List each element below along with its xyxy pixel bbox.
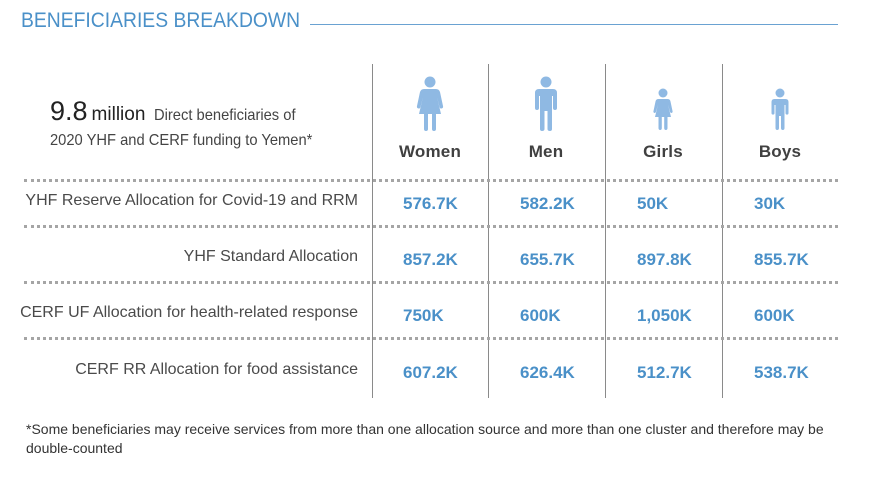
summary-number: 9.8 [50,96,88,126]
column-header-girls: Girls [605,76,721,161]
row-separator [24,179,838,182]
column-label: Boys [758,142,802,161]
cell-boys: 600K [754,306,795,325]
column-divider [488,64,489,398]
title-rule [310,24,838,25]
cell-women: 607.2K [403,363,458,382]
cell-girls: 1,050K [637,306,692,325]
cell-women: 750K [403,306,444,325]
summary-label-line2: 2020 YHF and CERF funding to Yemen* [50,132,313,149]
row-label-cerf-uf: CERF UF Allocation for health-related re… [20,304,358,321]
row-label-cerf-rr: CERF RR Allocation for food assistance [75,361,358,378]
row-separator [24,337,838,340]
cell-girls: 50K [637,194,669,213]
column-divider [372,64,373,398]
boy-icon [771,88,789,130]
column-divider [722,64,723,398]
row-label-yhf-reserve: YHF Reserve Allocation for Covid-19 and … [25,192,358,209]
cell-girls: 897.8K [637,250,692,269]
cell-boys: 538.7K [754,363,809,382]
footnote: *Some beneficiaries may receive services… [26,421,824,456]
cell-women: 857.2K [403,250,458,269]
girl-icon [653,88,673,130]
column-header-women: Women [372,76,488,161]
cell-men: 655.7K [520,250,575,269]
row-separator [24,281,838,284]
column-label: Girls [643,142,683,161]
summary-unit: million [91,104,146,125]
cell-men: 582.2K [520,194,575,213]
page-title: BENEFICIARIES BREAKDOWN [21,9,301,32]
cell-girls: 512.7K [637,363,692,382]
man-icon [535,76,557,131]
row-label-yhf-standard: YHF Standard Allocation [183,248,358,265]
column-header-boys: Boys [722,76,838,161]
woman-icon [416,76,444,131]
cell-boys: 855.7K [754,250,809,269]
column-label: Women [398,142,462,161]
cell-men: 626.4K [520,363,575,382]
row-separator [24,225,838,228]
cell-men: 600K [520,306,561,325]
column-header-men: Men [488,76,604,161]
column-label: Men [528,142,564,161]
cell-boys: 30K [754,194,786,213]
cell-women: 576.7K [403,194,458,213]
summary-block: 9.8 million Direct beneficiaries of 2020 … [50,96,370,151]
column-divider [605,64,606,398]
summary-label-line1: Direct beneficiaries of [153,107,296,124]
